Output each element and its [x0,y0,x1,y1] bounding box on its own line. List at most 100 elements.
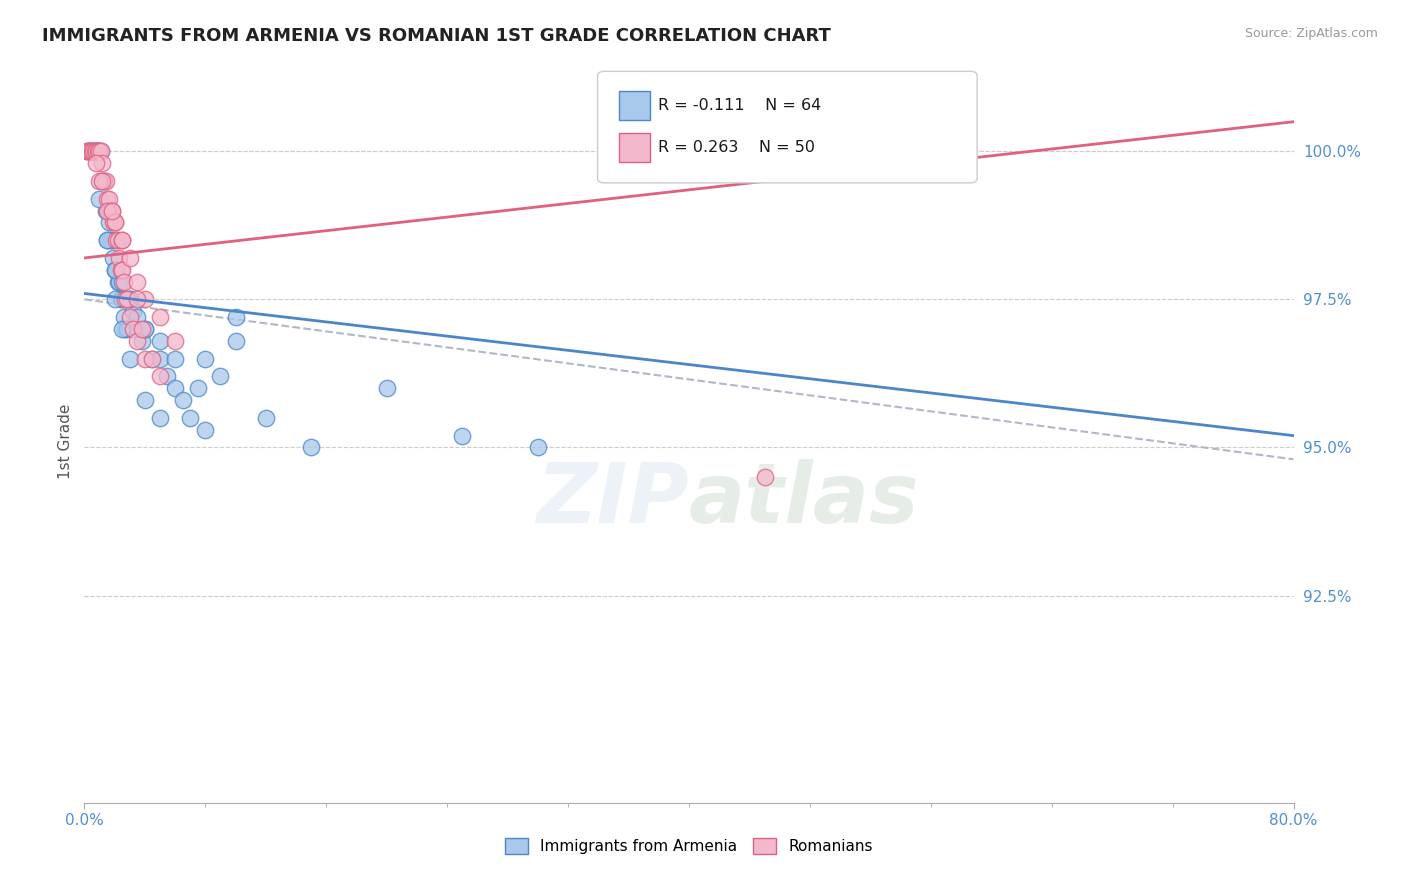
Point [254,410,277,425]
Point [108,251,131,265]
Point [100,203,122,218]
Point [84,145,107,159]
Point [110,262,132,277]
Point [149,410,172,425]
Point [754,470,776,484]
Point [131,334,153,348]
Point [104,293,127,307]
Point [105,262,128,277]
Point [149,351,172,366]
Point [141,351,163,366]
Point [96,203,118,218]
Point [96,192,118,206]
Point [112,275,135,289]
Point [111,322,134,336]
Legend: Immigrants from Armenia, Romanians: Immigrants from Armenia, Romanians [499,832,879,860]
Point [141,351,163,366]
Point [111,275,134,289]
Point [91,174,114,188]
Point [134,322,156,336]
Point [76,145,98,159]
Point [94,174,117,188]
Point [131,322,153,336]
Point [104,215,127,229]
Point [93,174,115,188]
Point [104,215,127,229]
Point [194,351,217,366]
Point [194,423,217,437]
Point [86,156,108,170]
Point [165,334,187,348]
Text: atlas: atlas [689,458,920,540]
Point [90,145,112,159]
Point [225,334,247,348]
Point [299,441,322,455]
Point [98,203,121,218]
Point [93,174,115,188]
Point [114,322,136,336]
Point [149,369,172,384]
Point [110,293,132,307]
Point [80,145,103,159]
Point [91,174,114,188]
Point [89,174,111,188]
Point [96,203,118,218]
Point [209,369,232,384]
Point [82,145,104,159]
Point [127,322,149,336]
Point [97,215,120,229]
Point [104,262,127,277]
Point [77,145,100,159]
Point [76,145,98,159]
Point [134,351,156,366]
Point [111,233,134,247]
Point [179,410,201,425]
Point [107,233,129,247]
Point [77,145,100,159]
Point [172,393,194,408]
Point [134,393,156,408]
Point [127,334,149,348]
Point [91,156,114,170]
Point [105,233,128,247]
Point [89,145,111,159]
Point [156,369,179,384]
Point [134,293,156,307]
Point [96,233,118,247]
Point [97,192,120,206]
Point [79,145,101,159]
Point [111,293,134,307]
Point [101,215,124,229]
Point [451,428,474,442]
Text: R = 0.263    N = 50: R = 0.263 N = 50 [658,140,815,154]
Point [104,262,127,277]
Text: IMMIGRANTS FROM ARMENIA VS ROMANIAN 1ST GRADE CORRELATION CHART: IMMIGRANTS FROM ARMENIA VS ROMANIAN 1ST … [42,27,831,45]
Point [89,192,111,206]
Text: R = -0.111    N = 64: R = -0.111 N = 64 [658,98,821,112]
Point [225,310,247,325]
Point [87,145,110,159]
Point [86,145,108,159]
Point [86,145,108,159]
Point [121,304,143,318]
Point [100,203,122,218]
Point [127,293,149,307]
Point [118,251,141,265]
Point [108,275,131,289]
Point [118,310,141,325]
Point [111,233,134,247]
Point [79,145,101,159]
Point [165,381,187,395]
Point [94,203,117,218]
Y-axis label: 1st Grade: 1st Grade [58,404,73,479]
Point [90,145,112,159]
Point [114,293,136,307]
Point [121,322,143,336]
Point [165,351,187,366]
Point [187,381,209,395]
Text: ZIP: ZIP [536,458,689,540]
Point [134,322,156,336]
Point [107,275,129,289]
Point [149,310,172,325]
Point [89,145,111,159]
